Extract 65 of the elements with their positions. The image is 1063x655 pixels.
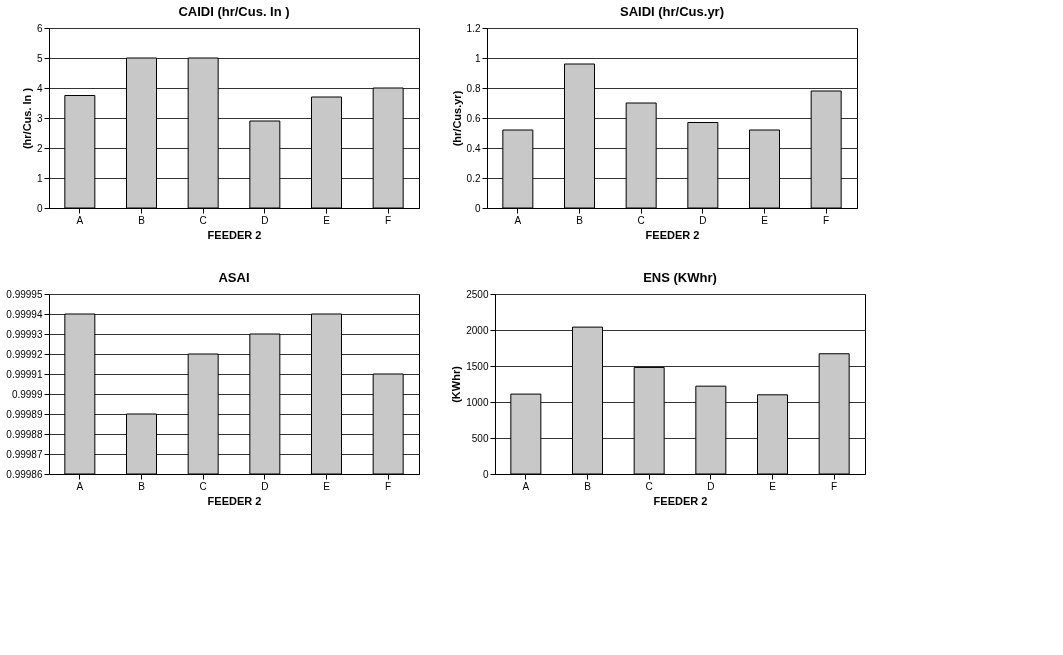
x-tick-label: C bbox=[645, 480, 653, 492]
y-tick-label: 2000 bbox=[466, 324, 489, 336]
x-tick-label: D bbox=[699, 214, 707, 226]
chart-title: ASAI bbox=[218, 270, 250, 285]
x-tick-label: E bbox=[761, 214, 769, 226]
y-tick-label: 0.99988 bbox=[6, 428, 43, 440]
y-tick-label: 0.8 bbox=[466, 82, 481, 94]
y-tick-label: 5 bbox=[36, 52, 43, 64]
y-tick-label: 0 bbox=[474, 202, 481, 214]
x-tick-label: A bbox=[76, 214, 84, 226]
y-tick-label: 2500 bbox=[466, 288, 489, 300]
x-tick-label: F bbox=[823, 214, 830, 226]
y-tick-label: 0.99995 bbox=[6, 288, 43, 300]
x-tick-label: E bbox=[323, 480, 331, 492]
y-tick-label: 0.99993 bbox=[6, 328, 43, 340]
y-tick-label: 500 bbox=[471, 432, 489, 444]
x-axis-title: FEEDER 2 bbox=[653, 494, 708, 507]
x-tick-label: C bbox=[199, 214, 207, 226]
y-tick-label: 0.99987 bbox=[6, 448, 43, 460]
y-tick-label: 1.2 bbox=[466, 22, 481, 34]
y-tick-label: 4 bbox=[36, 82, 43, 94]
y-tick-label: 0.4 bbox=[466, 142, 481, 154]
x-tick-label: F bbox=[385, 214, 392, 226]
x-tick-label: B bbox=[576, 214, 584, 226]
chart-title: SAIDI (hr/Cus.yr) bbox=[619, 4, 725, 19]
y-tick-label: 0.9999 bbox=[11, 388, 43, 400]
x-tick-label: E bbox=[769, 480, 777, 492]
y-tick-label: 6 bbox=[36, 22, 43, 34]
y-tick-label: 0.99994 bbox=[6, 308, 43, 320]
y-tick-label: 1500 bbox=[466, 360, 489, 372]
y-axis-title: (KWhr) bbox=[450, 365, 463, 403]
x-tick-label: F bbox=[385, 480, 392, 492]
x-tick-label: A bbox=[514, 214, 522, 226]
x-axis-title: FEEDER 2 bbox=[645, 228, 700, 241]
x-axis-title: FEEDER 2 bbox=[207, 494, 262, 507]
y-tick-label: 3 bbox=[36, 112, 43, 124]
y-tick-label: 0.99991 bbox=[6, 368, 43, 380]
y-tick-label: 0.99986 bbox=[6, 468, 43, 480]
y-tick-label: 0.99989 bbox=[6, 408, 43, 420]
x-axis-title: FEEDER 2 bbox=[207, 228, 262, 241]
y-tick-label: 0.6 bbox=[466, 112, 481, 124]
chart-title: ENS (KWhr) bbox=[643, 270, 717, 285]
x-tick-label: A bbox=[76, 480, 84, 492]
x-tick-label: E bbox=[323, 214, 331, 226]
y-tick-label: 2 bbox=[36, 142, 43, 154]
x-tick-label: F bbox=[831, 480, 838, 492]
y-axis-title: (hr/Cus. In ) bbox=[20, 87, 33, 150]
y-tick-label: 1 bbox=[474, 52, 481, 64]
x-tick-label: A bbox=[522, 480, 530, 492]
x-tick-label: D bbox=[261, 214, 269, 226]
y-tick-label: 1000 bbox=[466, 396, 489, 408]
chart-title: CAIDI (hr/Cus. In ) bbox=[178, 4, 290, 19]
y-tick-label: 0.99992 bbox=[6, 348, 43, 360]
x-tick-label: C bbox=[637, 214, 645, 226]
x-tick-label: B bbox=[138, 480, 146, 492]
x-tick-label: B bbox=[138, 214, 146, 226]
x-tick-label: B bbox=[584, 480, 592, 492]
y-tick-label: 0 bbox=[482, 468, 489, 480]
x-tick-label: D bbox=[261, 480, 269, 492]
y-tick-label: 0.2 bbox=[466, 172, 481, 184]
y-axis-title: (hr/Cus.yr) bbox=[450, 90, 463, 147]
y-tick-label: 0 bbox=[36, 202, 43, 214]
x-tick-label: D bbox=[707, 480, 715, 492]
x-tick-label: C bbox=[199, 480, 207, 492]
y-tick-label: 1 bbox=[36, 172, 43, 184]
